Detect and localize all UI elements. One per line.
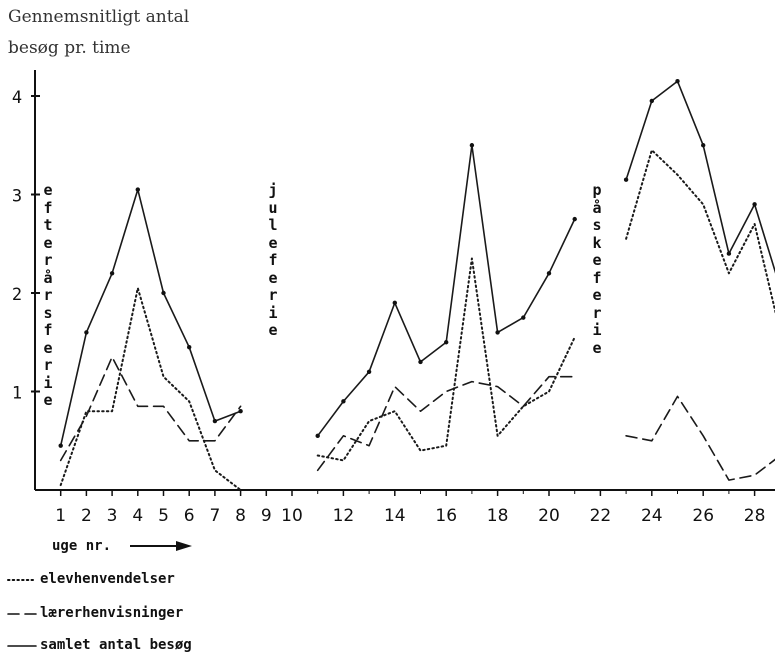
legend-lines bbox=[7, 579, 37, 647]
data-point-samlet-antal-besoeg bbox=[212, 418, 218, 424]
x-tick-label: 16 bbox=[435, 506, 457, 526]
data-point-samlet-antal-besoeg bbox=[315, 433, 320, 439]
x-tick-label: 2 bbox=[81, 506, 92, 526]
x-tick-label: 4 bbox=[132, 506, 143, 526]
holiday-letter: e bbox=[268, 268, 278, 287]
data-point-samlet-antal-besoeg bbox=[366, 369, 372, 374]
holiday-letter: i bbox=[592, 321, 602, 339]
x-tick-label: 5 bbox=[158, 506, 169, 526]
holiday-letter: å bbox=[43, 268, 53, 287]
x-tick-label: 12 bbox=[333, 506, 355, 526]
series-line-laererhenvisninger bbox=[316, 375, 576, 472]
holiday-letter: t bbox=[43, 216, 53, 234]
x-tick-label: 1 bbox=[55, 506, 66, 526]
y-tick-label: 4 bbox=[12, 88, 22, 108]
series-line-laererhenvisninger bbox=[59, 356, 242, 462]
x-tick-label: 8 bbox=[235, 506, 246, 526]
x-tick-label: 26 bbox=[692, 506, 714, 526]
y-axis-title-line-1: Gennemsnitligt antal bbox=[8, 7, 190, 27]
data-point-samlet-antal-besoeg bbox=[675, 79, 680, 84]
x-tick-label: 18 bbox=[487, 506, 509, 526]
holiday-letter: e bbox=[592, 338, 602, 357]
holiday-letter: e bbox=[43, 338, 53, 357]
holiday-letter: e bbox=[592, 251, 602, 269]
holiday-letter: s bbox=[592, 216, 602, 234]
data-point-samlet-antal-besoeg bbox=[469, 143, 475, 148]
data-point-samlet-antal-besoeg bbox=[521, 315, 526, 320]
data-point-samlet-antal-besoeg bbox=[84, 330, 89, 335]
holiday-letter: e bbox=[592, 286, 602, 304]
data-point-samlet-antal-besoeg bbox=[58, 443, 63, 448]
holiday-letter: r bbox=[43, 251, 53, 269]
data-point-samlet-antal-besoeg bbox=[726, 251, 732, 256]
holiday-letter: p bbox=[592, 181, 602, 199]
data-point-samlet-antal-besoeg bbox=[418, 359, 423, 365]
data-point-samlet-antal-besoeg bbox=[392, 300, 397, 306]
data-point-samlet-antal-besoeg bbox=[238, 409, 243, 414]
x-axis-arrow-head bbox=[176, 541, 192, 551]
holiday-letter: k bbox=[592, 233, 602, 252]
data-point-samlet-antal-besoeg bbox=[341, 399, 346, 404]
holiday-letter: l bbox=[268, 216, 278, 234]
data-point-samlet-antal-besoeg bbox=[187, 344, 192, 350]
holiday-letter: s bbox=[43, 303, 53, 322]
y-tick-label: 3 bbox=[12, 187, 22, 207]
holiday-letter: f bbox=[268, 251, 278, 269]
x-axis-label: uge nr. bbox=[52, 538, 112, 554]
x-tick-label: 7 bbox=[209, 506, 220, 526]
data-point-samlet-antal-besoeg bbox=[109, 271, 115, 276]
series-layer bbox=[58, 79, 775, 491]
holiday-letter: i bbox=[268, 303, 278, 322]
series-line-laererhenvisninger bbox=[625, 395, 775, 481]
holiday-letter: å bbox=[592, 198, 602, 217]
series-line-elevhenvendelser bbox=[59, 287, 242, 491]
holiday-letter: r bbox=[592, 303, 602, 322]
data-point-samlet-antal-besoeg bbox=[649, 98, 654, 104]
holiday-letter: e bbox=[43, 181, 53, 199]
holiday-letter: f bbox=[43, 198, 53, 217]
data-point-samlet-antal-besoeg bbox=[572, 216, 577, 222]
holiday-letter: e bbox=[268, 321, 278, 339]
data-point-samlet-antal-besoeg bbox=[495, 330, 500, 335]
x-tick-label: 28 bbox=[744, 506, 766, 526]
holiday-letter: r bbox=[268, 286, 278, 304]
data-point-samlet-antal-besoeg bbox=[701, 143, 706, 148]
data-point-samlet-antal-besoeg bbox=[135, 187, 140, 192]
y-tick-label: 2 bbox=[12, 285, 22, 305]
legend-label-samlet-antal-besoeg: samlet antal besøg bbox=[40, 637, 192, 653]
holiday-letter: e bbox=[43, 233, 53, 252]
holiday-letter: e bbox=[268, 233, 278, 252]
series-line-elevhenvendelser bbox=[625, 149, 775, 315]
series-line-elevhenvendelser bbox=[316, 257, 576, 462]
x-tick-label: 14 bbox=[384, 506, 406, 526]
x-tick-label: 22 bbox=[590, 506, 612, 526]
legend-label-elevhenvendelser: elevhenvendelser bbox=[40, 571, 175, 587]
x-tick-label: 3 bbox=[107, 506, 118, 526]
data-point-samlet-antal-besoeg bbox=[444, 340, 449, 345]
x-tick-label: 24 bbox=[641, 506, 663, 526]
y-tick-label: 1 bbox=[12, 384, 22, 404]
data-point-samlet-antal-besoeg bbox=[546, 271, 552, 276]
holiday-letter: f bbox=[592, 268, 602, 287]
holiday-letter: f bbox=[43, 321, 53, 339]
x-tick-label: 6 bbox=[184, 506, 195, 526]
legend-label-laererhenvisninger: lærerhenvisninger bbox=[40, 605, 184, 621]
holiday-letter: j bbox=[268, 181, 278, 199]
x-tick-label: 20 bbox=[538, 506, 560, 526]
data-point-samlet-antal-besoeg bbox=[623, 177, 629, 182]
holiday-letter: e bbox=[43, 391, 53, 409]
series-line-samlet-antal-besoeg bbox=[59, 188, 242, 447]
series-line-samlet-antal-besoeg bbox=[625, 80, 775, 274]
data-point-samlet-antal-besoeg bbox=[161, 290, 166, 296]
y-axis-title-line-2: besøg pr. time bbox=[8, 38, 131, 58]
holiday-letter: r bbox=[43, 356, 53, 374]
data-point-samlet-antal-besoeg bbox=[752, 202, 757, 207]
x-tick-label: 10 bbox=[281, 506, 303, 526]
x-tick-label: 9 bbox=[261, 506, 272, 526]
holiday-letter: r bbox=[43, 286, 53, 304]
holiday-letter: i bbox=[43, 373, 53, 392]
holiday-letter: u bbox=[268, 198, 278, 217]
